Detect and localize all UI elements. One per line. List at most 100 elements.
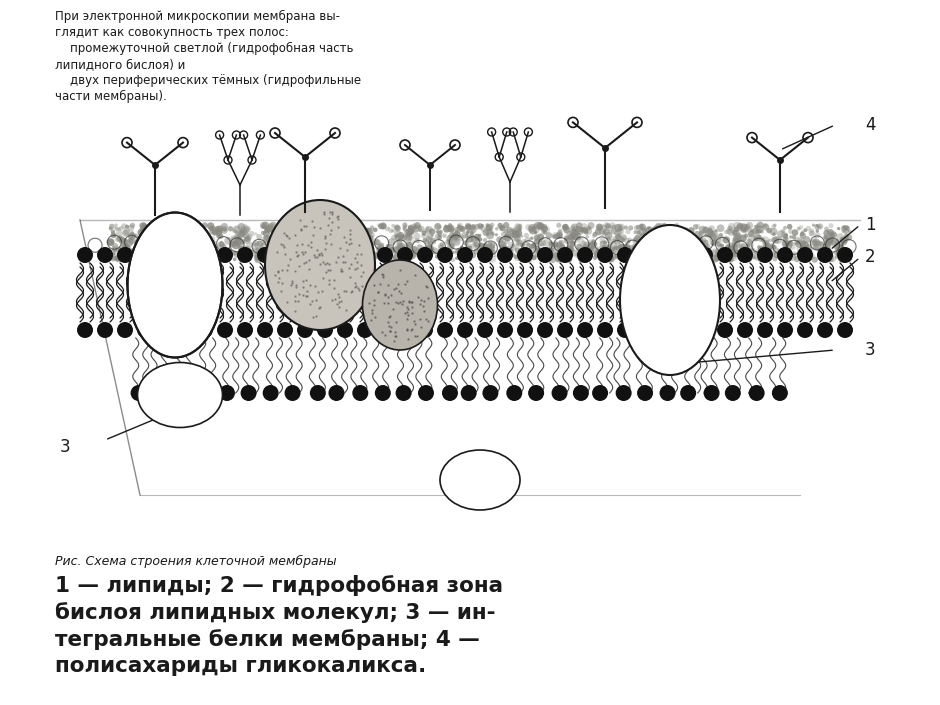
- Circle shape: [115, 255, 121, 261]
- Circle shape: [384, 255, 390, 261]
- Text: При электронной микроскопии мембрана вы-: При электронной микроскопии мембрана вы-: [55, 10, 340, 23]
- Circle shape: [246, 242, 253, 248]
- Circle shape: [603, 240, 606, 244]
- Circle shape: [377, 247, 393, 263]
- Circle shape: [196, 248, 205, 256]
- Circle shape: [557, 247, 573, 263]
- Circle shape: [137, 252, 141, 255]
- Circle shape: [257, 234, 262, 240]
- Circle shape: [755, 257, 758, 261]
- Circle shape: [823, 230, 830, 236]
- Circle shape: [151, 233, 154, 237]
- Circle shape: [194, 255, 198, 259]
- Circle shape: [597, 247, 613, 263]
- Circle shape: [541, 226, 548, 232]
- Circle shape: [757, 221, 764, 229]
- Circle shape: [683, 235, 687, 238]
- Circle shape: [540, 242, 544, 246]
- Circle shape: [140, 228, 147, 234]
- Circle shape: [160, 230, 165, 235]
- Circle shape: [482, 385, 498, 401]
- Circle shape: [756, 229, 760, 233]
- Circle shape: [603, 222, 610, 228]
- Circle shape: [848, 230, 852, 233]
- Circle shape: [376, 247, 381, 252]
- Circle shape: [243, 237, 251, 244]
- Circle shape: [413, 226, 416, 228]
- Circle shape: [576, 243, 583, 250]
- Circle shape: [539, 243, 541, 247]
- Circle shape: [110, 257, 114, 260]
- Text: части мембраны).: части мембраны).: [55, 90, 166, 103]
- Circle shape: [297, 245, 302, 248]
- Circle shape: [122, 243, 131, 251]
- Circle shape: [110, 255, 117, 262]
- Circle shape: [310, 234, 316, 240]
- Circle shape: [470, 231, 474, 235]
- Circle shape: [604, 232, 612, 240]
- Circle shape: [377, 244, 384, 251]
- Circle shape: [171, 239, 176, 243]
- Circle shape: [427, 245, 433, 252]
- Circle shape: [723, 252, 729, 259]
- Circle shape: [797, 226, 801, 231]
- Circle shape: [595, 252, 602, 259]
- Circle shape: [668, 243, 675, 249]
- Circle shape: [663, 247, 666, 252]
- Circle shape: [618, 226, 623, 231]
- Circle shape: [638, 243, 646, 251]
- Circle shape: [342, 238, 349, 245]
- Circle shape: [357, 248, 361, 252]
- Circle shape: [559, 243, 565, 250]
- Circle shape: [766, 254, 772, 259]
- Circle shape: [666, 247, 669, 250]
- Circle shape: [828, 235, 834, 241]
- Circle shape: [115, 223, 118, 227]
- Circle shape: [662, 223, 666, 228]
- Circle shape: [434, 223, 441, 230]
- Circle shape: [540, 223, 547, 231]
- Circle shape: [350, 245, 357, 253]
- Circle shape: [336, 228, 339, 231]
- Circle shape: [153, 235, 161, 242]
- Circle shape: [219, 242, 225, 247]
- Circle shape: [257, 247, 273, 263]
- Circle shape: [462, 231, 468, 238]
- Circle shape: [747, 234, 756, 242]
- Circle shape: [300, 255, 304, 258]
- Circle shape: [801, 231, 804, 233]
- Circle shape: [272, 252, 277, 259]
- Circle shape: [368, 253, 375, 261]
- Circle shape: [528, 237, 531, 240]
- Text: глядит как совокупность трех полос:: глядит как совокупность трех полос:: [55, 26, 289, 39]
- Circle shape: [204, 244, 211, 251]
- Circle shape: [146, 226, 151, 231]
- Circle shape: [454, 238, 458, 241]
- Circle shape: [772, 385, 788, 401]
- Circle shape: [596, 255, 600, 258]
- Circle shape: [254, 232, 258, 235]
- Circle shape: [328, 255, 332, 259]
- Circle shape: [358, 235, 362, 240]
- Circle shape: [440, 248, 446, 254]
- Circle shape: [164, 256, 168, 259]
- Circle shape: [477, 247, 493, 263]
- Circle shape: [621, 235, 627, 240]
- Circle shape: [145, 231, 150, 237]
- Circle shape: [556, 255, 564, 263]
- Circle shape: [239, 257, 245, 263]
- Circle shape: [403, 224, 407, 228]
- Circle shape: [542, 224, 547, 228]
- Circle shape: [135, 239, 140, 244]
- Circle shape: [554, 233, 559, 239]
- Circle shape: [145, 235, 151, 242]
- Circle shape: [257, 255, 262, 260]
- Circle shape: [846, 234, 853, 240]
- Circle shape: [333, 231, 337, 235]
- Circle shape: [835, 240, 839, 245]
- Circle shape: [113, 247, 118, 252]
- Circle shape: [697, 322, 713, 338]
- Circle shape: [777, 231, 785, 238]
- Circle shape: [728, 257, 734, 262]
- Circle shape: [397, 240, 402, 245]
